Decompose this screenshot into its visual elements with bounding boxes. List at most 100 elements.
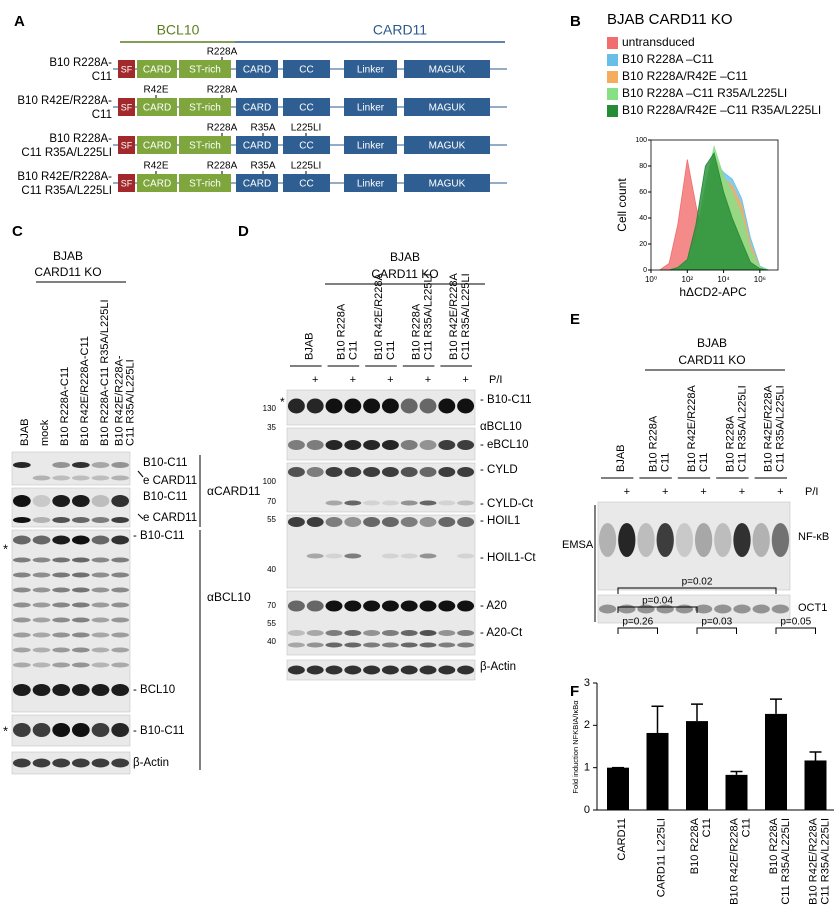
legend-label: B10 R228A –C11 (622, 52, 714, 66)
bar (725, 774, 748, 810)
band (111, 587, 130, 593)
band-label: - B10-C11 (480, 394, 532, 406)
band (71, 587, 90, 593)
band (71, 572, 90, 578)
domain-label: CARD (243, 103, 271, 114)
treatment-sign: + (350, 374, 356, 386)
domain (236, 136, 278, 154)
significance-bracket (617, 606, 698, 613)
domain (118, 98, 135, 116)
band (363, 600, 381, 612)
band (438, 440, 456, 450)
band (400, 517, 418, 527)
lane-label: BJAB (19, 418, 31, 446)
band (12, 557, 31, 563)
band (457, 517, 475, 527)
domain-label: CARD (143, 65, 171, 76)
band (91, 587, 110, 593)
band (32, 602, 51, 608)
treatment-sign: + (662, 486, 668, 498)
x-tick-label: B10 R42E/R228A (807, 817, 819, 904)
band (457, 630, 475, 636)
construct-name: B10 R228A- (49, 57, 112, 69)
band (91, 662, 110, 668)
construct-name: B10 R228A- (49, 133, 112, 145)
domain-label: CC (299, 179, 313, 190)
histogram (659, 152, 769, 271)
mutation-label: R42E (143, 85, 168, 96)
band-label: - eBCL10 (480, 439, 529, 451)
domain-label: Linker (357, 65, 385, 76)
treatment-label: P/I (489, 374, 502, 386)
band-label: - A20 (480, 600, 507, 612)
band (71, 495, 90, 507)
band (457, 642, 475, 648)
mutation-label: R42E (143, 161, 168, 172)
band (457, 467, 475, 477)
panel-label: C (12, 223, 23, 240)
band (400, 398, 418, 414)
band (400, 642, 418, 648)
band (752, 523, 770, 557)
band (419, 642, 437, 648)
band (287, 600, 305, 612)
band (12, 572, 31, 578)
band-label: e CARD11 (143, 512, 197, 524)
domain (344, 136, 397, 154)
star: * (3, 723, 8, 738)
lane-label: C11 (660, 453, 672, 472)
band (438, 398, 456, 414)
band (111, 495, 130, 507)
header: BJAB (390, 250, 420, 264)
treatment-sign: + (739, 486, 745, 498)
lane-label: B10 R42E/R228A (373, 273, 385, 360)
band (287, 398, 305, 414)
domain-label: CARD (243, 65, 271, 76)
band (91, 462, 110, 468)
domain-label: SF (121, 64, 133, 74)
band (71, 723, 90, 737)
assay-label: EMSA (562, 539, 594, 551)
band (52, 647, 71, 653)
band (419, 630, 437, 636)
band-label: NF-κB (798, 531, 829, 543)
band-label: OCT1 (798, 602, 827, 614)
band (111, 758, 130, 768)
band (598, 604, 617, 614)
band (363, 517, 381, 527)
x-tick-label: 10⁴ (717, 275, 730, 284)
band (71, 475, 90, 481)
domain-label: ST-rich (189, 141, 221, 152)
lane-label: mock (39, 419, 51, 446)
mutation-label: R228A (207, 161, 238, 172)
domain (137, 136, 177, 154)
band (111, 462, 130, 468)
band (381, 642, 399, 648)
band (771, 523, 790, 557)
panel-label: D (238, 223, 249, 240)
lane-label: C11 R35A/L225LI (460, 273, 472, 360)
domain (118, 136, 135, 154)
band (12, 723, 31, 737)
lane-label: C11 R35A/L225LI (124, 359, 136, 446)
lane-label: C11 (698, 453, 710, 472)
band (344, 398, 362, 414)
band (381, 398, 399, 414)
domain-label: SF (121, 140, 133, 150)
lane-label: B10 R42E/R228A (763, 385, 775, 472)
y-tick-label: 80 (639, 163, 647, 170)
band (344, 500, 362, 506)
band (363, 440, 381, 450)
treatment-sign: + (700, 486, 706, 498)
domain-label: ST-rich (189, 103, 221, 114)
lane-label: B10 R228A-C11 R35A/L225LI (99, 299, 111, 446)
domain-label: CC (299, 141, 313, 152)
band (111, 617, 130, 623)
band (32, 617, 51, 623)
band (344, 665, 362, 675)
band (71, 462, 90, 468)
band (771, 604, 790, 614)
x-tick-label: 10² (682, 275, 694, 284)
band (694, 523, 713, 557)
